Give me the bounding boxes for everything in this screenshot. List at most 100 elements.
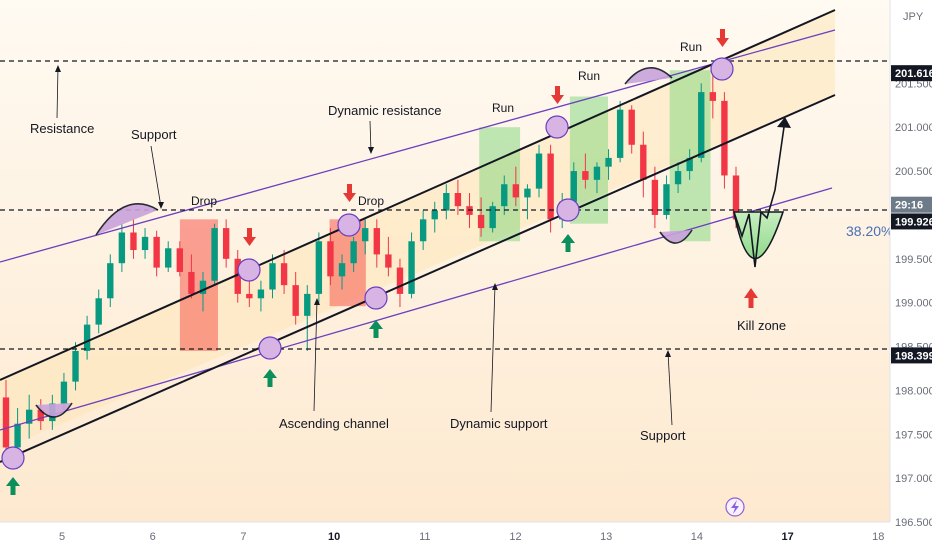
touch-marker [545, 115, 569, 139]
candle-body [419, 219, 427, 242]
candle-body [709, 92, 717, 101]
candle-body [674, 171, 682, 185]
label-run: Run [578, 69, 600, 83]
label-support-top: Support [131, 127, 177, 142]
y-tick-label: 197.500 [895, 429, 932, 441]
down-arrow-icon [551, 86, 564, 104]
x-tick-label: 13 [600, 531, 612, 543]
x-tick-label: 7 [240, 531, 246, 543]
candle-body [396, 267, 404, 294]
price-label-text: 29:16 [895, 200, 923, 212]
candle-body [165, 248, 172, 268]
candle-body [698, 92, 705, 158]
channel-lower-line[interactable] [0, 94, 836, 463]
candle-body [524, 188, 531, 198]
pointer-head [158, 202, 164, 209]
touch-marker [364, 286, 388, 310]
candle-body [304, 293, 311, 316]
candle-body [199, 280, 207, 294]
candle-body [454, 193, 462, 207]
y-tick-label: 201.500 [895, 78, 932, 90]
candle-body [234, 258, 241, 294]
x-tick-label: 14 [691, 531, 703, 543]
candle-body [188, 271, 195, 294]
up-arrow-icon [369, 320, 383, 338]
channel-upper-line[interactable] [0, 9, 836, 381]
candle-body [616, 109, 624, 158]
candle-body [535, 153, 543, 189]
candle-body [107, 263, 114, 299]
price-label-box [891, 196, 932, 213]
candle-body [292, 285, 299, 316]
candle-body [269, 263, 276, 290]
swing-arc [35, 402, 73, 418]
down-arrow-icon [243, 228, 256, 246]
label-resistance: Resistance [30, 121, 94, 136]
price-label-text: 198.399 [895, 350, 932, 362]
candle-body [385, 254, 392, 268]
y-tick-label: 198.000 [895, 385, 932, 397]
label-drop: Drop [191, 194, 217, 208]
candle-body [130, 232, 137, 251]
down-arrow-icon [716, 29, 729, 47]
candle-body [14, 423, 21, 448]
projection-path [733, 119, 786, 268]
label-run: Run [680, 40, 702, 54]
candle-body [257, 289, 265, 299]
touch-marker [237, 258, 261, 282]
dynamic-resistance-line[interactable] [0, 29, 836, 263]
candle-body [663, 184, 670, 215]
dynamic-support-line[interactable] [0, 187, 833, 431]
pointer-line [667, 351, 673, 426]
candle-body [350, 241, 357, 264]
x-ticks: 5 6 7 10 11 12 13 14 17 18 [59, 531, 884, 543]
candle-body [547, 153, 554, 220]
candle-body [373, 228, 380, 255]
candle-body [593, 166, 601, 180]
x-tick-label: 11 [419, 531, 430, 543]
x-tick-label: 12 [509, 531, 521, 543]
up-arrow-icon [744, 288, 758, 308]
swing-arc [659, 229, 693, 244]
x-tick-label: 10 [328, 531, 340, 543]
currency-label: JPY [903, 11, 924, 23]
candle-body [408, 241, 415, 294]
pointer-line [313, 299, 318, 412]
price-labels: 201.616 29:16 199.926 198.399 [891, 65, 932, 364]
candle-body [246, 293, 253, 299]
candle-body [315, 241, 323, 294]
label-dynamic-support: Dynamic support [450, 416, 548, 431]
candle-body [651, 179, 659, 215]
candle-body [280, 263, 288, 286]
candle-body [489, 206, 496, 229]
price-label-text: 201.616 [895, 68, 932, 80]
up-arrow-icon [263, 369, 277, 387]
pointer-head [368, 147, 374, 154]
label-kill-zone: Kill zone [737, 318, 786, 333]
price-label-box [891, 347, 932, 364]
pointer-line [56, 66, 59, 119]
swing-arc [624, 67, 673, 85]
touch-marker [337, 213, 361, 237]
candle-body [118, 232, 126, 264]
candle-body [222, 228, 230, 259]
candle-body [362, 228, 369, 242]
y-tick-label: 197.000 [895, 473, 932, 485]
candle-body [582, 171, 589, 180]
label-support-bottom: Support [640, 428, 686, 443]
candle-body [338, 263, 346, 277]
candle-body [72, 350, 79, 382]
candle-body [686, 157, 693, 172]
candle-body [640, 144, 647, 180]
pointer-line [150, 145, 162, 208]
label-drop: Drop [358, 194, 384, 208]
label-dynamic-resistance: Dynamic resistance [328, 103, 441, 118]
swing-arc [95, 203, 159, 236]
x-tick-label: 6 [150, 531, 156, 543]
candle-body [570, 171, 577, 202]
price-axis [890, 0, 932, 550]
up-arrow-icon [561, 234, 575, 252]
pointer-head [314, 298, 320, 305]
